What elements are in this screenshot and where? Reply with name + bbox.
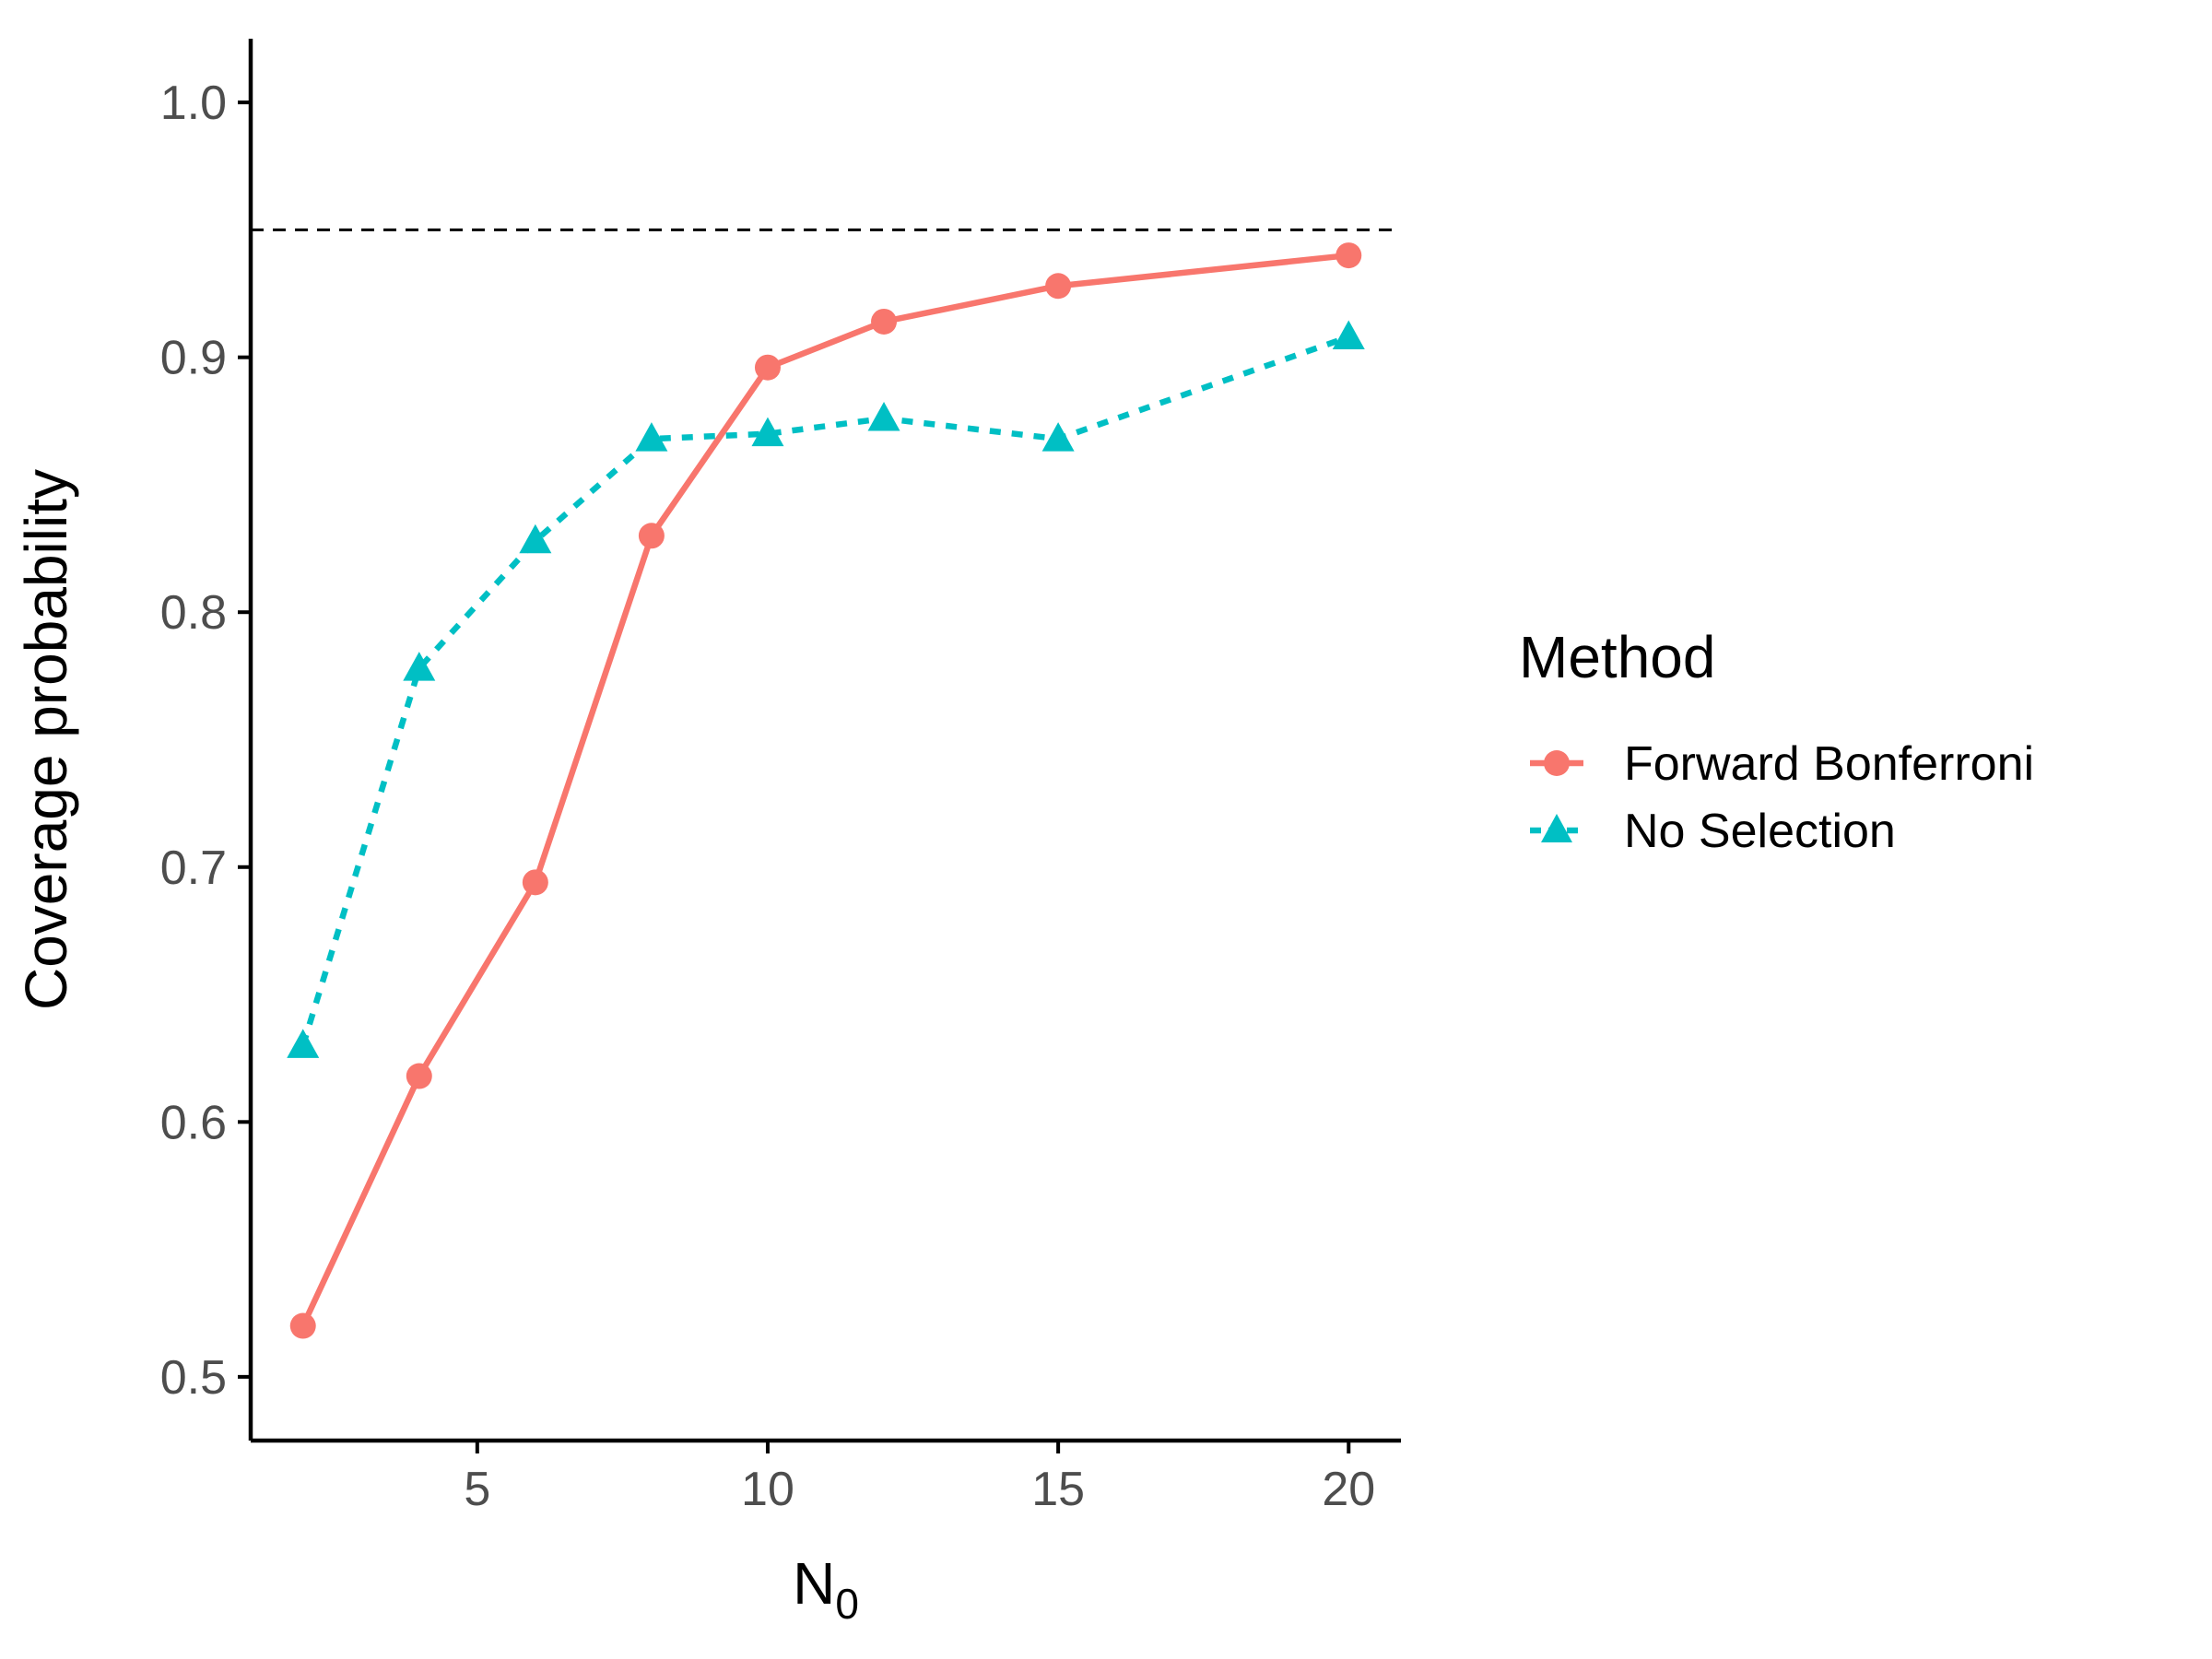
- legend-title: Method: [1519, 624, 1715, 690]
- y-tick-label: 1.0: [160, 76, 227, 130]
- legend-key-marker-0: [1544, 750, 1570, 776]
- x-tick-label: 15: [1031, 1463, 1085, 1516]
- data-point-0-0: [289, 1312, 316, 1339]
- data-point-1-2: [519, 524, 552, 554]
- y-tick-label: 0.6: [160, 1096, 227, 1149]
- x-tick-label: 20: [1322, 1463, 1375, 1516]
- data-point-1-3: [635, 422, 668, 452]
- series-line-1: [300, 334, 1350, 1047]
- data-point-0-5: [871, 308, 898, 335]
- x-tick-label: 10: [741, 1463, 794, 1516]
- data-point-1-4: [751, 417, 784, 447]
- x-tick-label: 5: [464, 1463, 490, 1516]
- y-tick-label: 0.9: [160, 332, 227, 385]
- y-tick-label: 0.7: [160, 841, 227, 895]
- legend: Method Forward Bonferroni No Selection: [1519, 624, 2034, 858]
- data-point-0-4: [754, 354, 781, 381]
- data-point-1-5: [867, 402, 900, 431]
- y-tick-label: 0.8: [160, 586, 227, 640]
- data-point-1-0: [287, 1029, 320, 1058]
- x-axis-title-main: N: [793, 1550, 835, 1617]
- data-point-0-2: [522, 869, 548, 896]
- data-point-0-3: [638, 523, 665, 549]
- data-point-1-1: [403, 652, 436, 681]
- x-axis-title-subscript: 0: [835, 1580, 859, 1628]
- x-axis-title: N0: [793, 1550, 859, 1628]
- plot-area: [251, 228, 1401, 1339]
- data-point-0-7: [1335, 242, 1362, 269]
- y-tick-label: 0.5: [160, 1351, 227, 1405]
- legend-key-marker-1: [1541, 814, 1572, 842]
- series-line-0: [300, 252, 1349, 1327]
- data-point-1-6: [1041, 422, 1075, 452]
- data-point-0-1: [406, 1063, 432, 1089]
- data-point-0-6: [1045, 273, 1072, 300]
- legend-label-1: No Selection: [1624, 805, 1896, 858]
- y-axis-title: Coverage probability: [13, 469, 79, 1010]
- data-point-1-7: [1332, 320, 1365, 350]
- legend-label-0: Forward Bonferroni: [1624, 737, 2034, 791]
- axes: N0 Coverage probability 0.5 0.6 0.7 0.8 0.9 1…: [13, 39, 1401, 1628]
